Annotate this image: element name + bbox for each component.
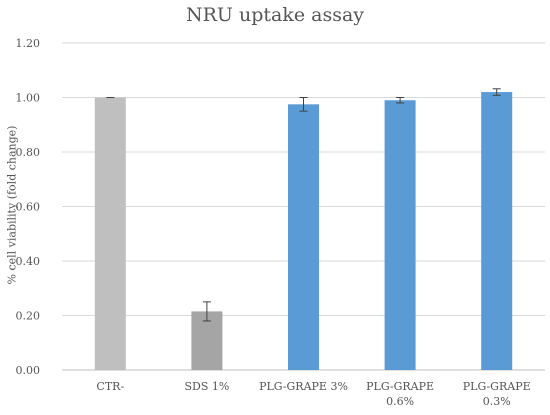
chart-title: NRU uptake assay	[185, 4, 365, 26]
y-tick-label: 0.20	[16, 310, 41, 323]
bar-4	[384, 100, 416, 370]
x-tick-label: PLG-GRAPE	[463, 380, 531, 393]
y-tick-label: 0.80	[16, 146, 41, 159]
y-tick-label: 0.60	[16, 201, 41, 214]
x-tick-label: 0.6%	[386, 395, 414, 408]
x-tick-label: PLG-GRAPE 3%	[259, 380, 348, 393]
y-tick-label: 1.20	[16, 37, 41, 50]
bar-1	[94, 97, 126, 370]
bar-3	[288, 104, 319, 370]
x-tick-label: CTR-	[96, 380, 124, 393]
y-tick-label: 1.00	[16, 92, 41, 105]
bar-5	[481, 92, 513, 371]
y-tick-label: 0.40	[16, 255, 41, 268]
x-tick-label: PLG-GRAPE	[366, 380, 434, 393]
y-tick-label: 0.00	[16, 364, 41, 377]
x-tick-label: SDS 1%	[184, 380, 229, 393]
x-tick-label: 0.3%	[483, 395, 511, 408]
